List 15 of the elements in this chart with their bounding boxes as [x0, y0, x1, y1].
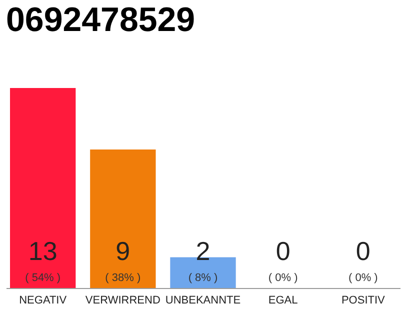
- x-tick-label: NEGATIV: [19, 294, 68, 306]
- chart-title: 0692478529: [6, 1, 196, 39]
- x-tick-label: VERWIRREND: [85, 294, 160, 306]
- x-tick-label: EGAL: [268, 294, 298, 306]
- x-tick-label: POSITIV: [341, 294, 386, 306]
- x-tick-label: UNBEKANNTE: [165, 294, 241, 306]
- data-label: 9: [116, 236, 130, 266]
- annotation: ( 38% ): [105, 272, 141, 284]
- annotation: ( 0% ): [268, 272, 298, 284]
- annotation: ( 54% ): [25, 272, 61, 284]
- annotation: ( 0% ): [348, 272, 378, 284]
- data-label: 0: [356, 236, 370, 266]
- data-label: 0: [276, 236, 290, 266]
- data-label: 13: [28, 236, 58, 266]
- annotation: ( 8% ): [188, 272, 218, 284]
